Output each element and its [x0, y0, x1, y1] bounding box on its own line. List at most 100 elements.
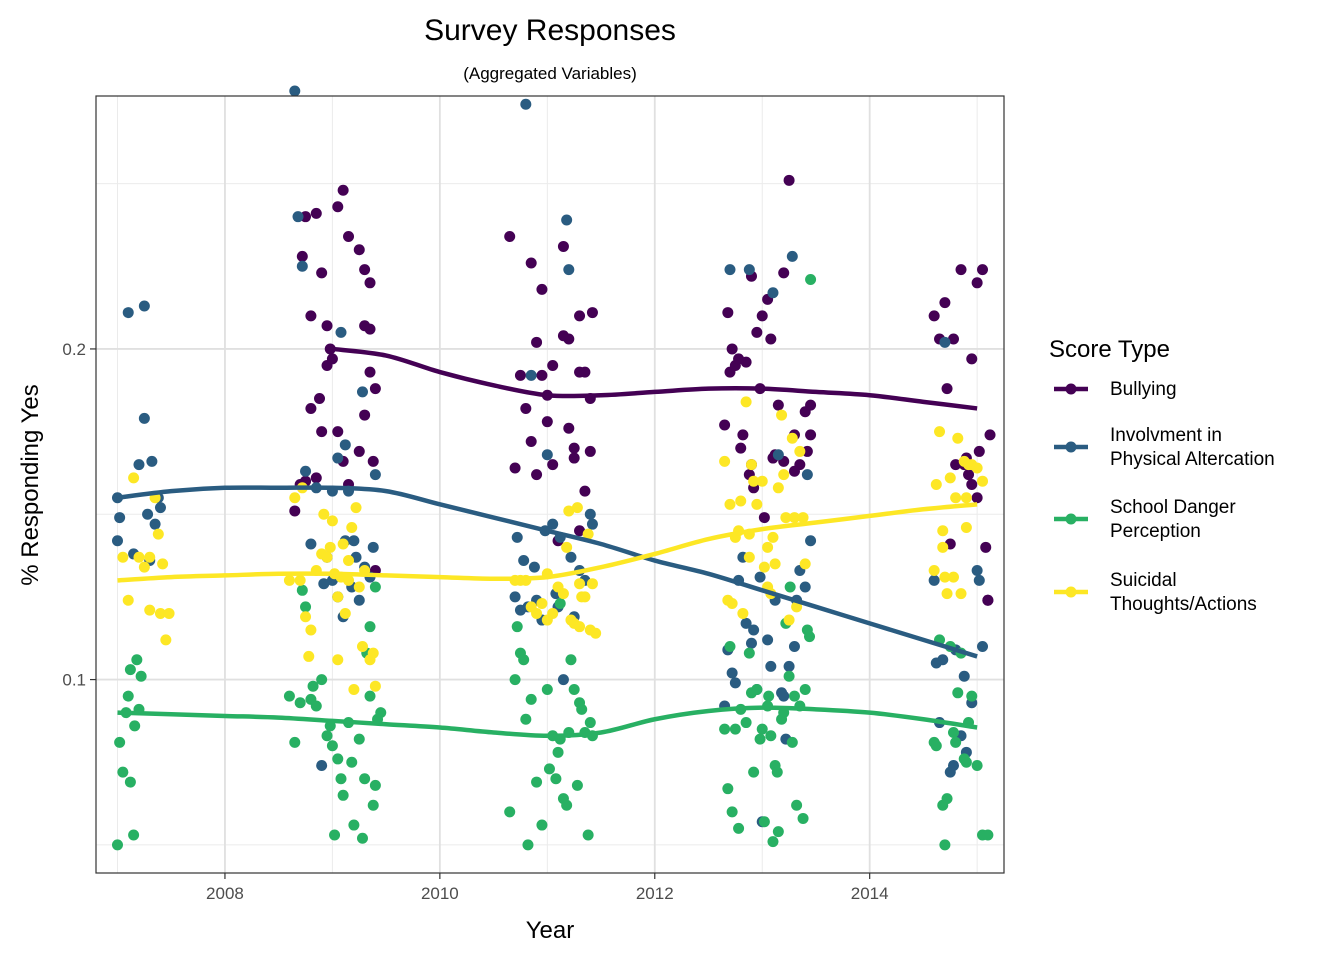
- data-point: [947, 726, 959, 738]
- legend-label: Thoughts/Actions: [1110, 594, 1257, 615]
- data-point: [765, 660, 777, 672]
- data-point: [316, 674, 328, 686]
- data-point: [339, 607, 351, 619]
- data-point: [748, 766, 760, 778]
- data-point: [547, 459, 559, 471]
- data-point: [369, 680, 381, 692]
- data-point: [751, 683, 763, 695]
- data-point: [735, 442, 747, 454]
- data-point: [525, 436, 537, 448]
- data-point: [786, 432, 798, 444]
- data-point: [574, 525, 586, 537]
- data-point: [797, 812, 809, 824]
- data-point: [369, 469, 381, 481]
- data-point: [939, 297, 951, 309]
- data-point: [536, 598, 548, 610]
- data-point: [135, 670, 147, 682]
- data-point: [321, 730, 333, 742]
- data-point: [939, 571, 951, 583]
- data-point: [294, 697, 306, 709]
- data-point: [337, 538, 349, 550]
- data-point: [541, 449, 553, 461]
- data-point: [952, 687, 964, 699]
- data-point: [359, 264, 371, 276]
- data-point: [937, 541, 949, 553]
- data-point: [300, 465, 312, 477]
- data-point: [561, 214, 573, 226]
- data-point: [772, 449, 784, 461]
- data-point: [584, 508, 596, 520]
- data-point: [554, 598, 566, 610]
- data-point: [971, 277, 983, 289]
- x-tick-label: 2010: [421, 884, 459, 903]
- data-point: [149, 518, 161, 530]
- data-point: [367, 541, 379, 553]
- y-axis: 0.1 0.2: [62, 340, 96, 690]
- data-point: [522, 839, 534, 851]
- data-point: [724, 264, 736, 276]
- data-point: [799, 683, 811, 695]
- data-point: [557, 588, 569, 600]
- data-point: [310, 472, 322, 484]
- legend-label: Suicidal: [1110, 570, 1177, 591]
- data-point: [930, 740, 942, 752]
- grid-major: [96, 96, 1004, 873]
- data-point: [117, 551, 129, 563]
- data-point: [565, 551, 577, 563]
- data-point: [144, 604, 156, 616]
- data-point: [574, 578, 586, 590]
- data-point: [950, 492, 962, 504]
- y-tick-label: 0.1: [62, 671, 86, 690]
- data-point: [364, 323, 376, 335]
- data-point: [160, 634, 172, 646]
- data-point: [743, 647, 755, 659]
- data-point: [941, 383, 953, 395]
- data-point: [786, 736, 798, 748]
- data-point: [292, 211, 304, 223]
- data-point: [531, 336, 543, 348]
- data-point: [966, 353, 978, 365]
- x-tick-label: 2012: [636, 884, 674, 903]
- data-point: [767, 287, 779, 299]
- data-point: [114, 736, 126, 748]
- data-point: [571, 779, 583, 791]
- data-point: [947, 760, 959, 772]
- data-point: [321, 551, 333, 563]
- data-point: [772, 482, 784, 494]
- data-point: [794, 445, 806, 457]
- data-point: [963, 469, 975, 481]
- legend-label: Physical Altercation: [1110, 449, 1275, 470]
- data-point: [324, 343, 336, 355]
- plot-panel: [95, 85, 1005, 874]
- data-point: [356, 386, 368, 398]
- data-point: [300, 601, 312, 613]
- data-point: [138, 412, 150, 424]
- data-point: [783, 614, 795, 626]
- legend-label: Bullying: [1110, 379, 1177, 400]
- data-point: [726, 667, 738, 679]
- data-point: [305, 624, 317, 636]
- data-point: [737, 429, 749, 441]
- x-axis: 2008 2010 2012 2014: [206, 873, 889, 903]
- data-point: [307, 680, 319, 692]
- data-point: [719, 419, 731, 431]
- data-point: [786, 250, 798, 262]
- data-point: [152, 528, 164, 540]
- data-point: [743, 551, 755, 563]
- data-point: [367, 647, 379, 659]
- data-point: [756, 310, 768, 322]
- data-point: [343, 555, 355, 567]
- data-point: [367, 799, 379, 811]
- smooth-line-involvment-in-physical-altercation: [117, 485, 978, 659]
- data-point: [726, 343, 738, 355]
- data-point: [541, 416, 553, 428]
- data-point: [348, 683, 360, 695]
- data-point: [289, 736, 301, 748]
- data-point: [117, 766, 129, 778]
- data-point: [520, 713, 532, 725]
- data-point: [536, 819, 548, 831]
- data-point: [332, 426, 344, 438]
- data-point: [133, 459, 145, 471]
- data-point: [729, 723, 741, 735]
- legend-item-school-danger-perception: School Danger Perception: [1054, 497, 1236, 542]
